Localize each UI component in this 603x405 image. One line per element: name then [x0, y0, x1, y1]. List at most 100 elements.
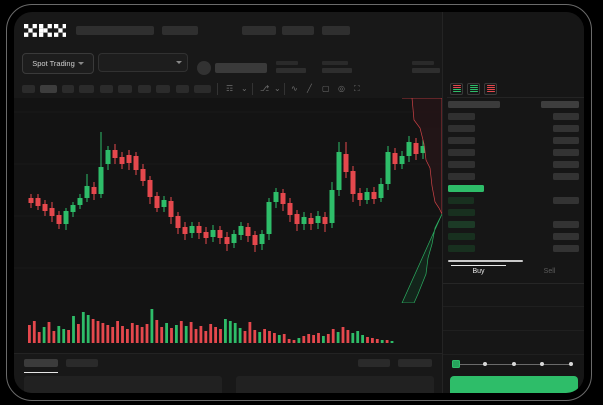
compare-dropdown-icon[interactable]: ⌄ [274, 84, 281, 93]
volume-bar [356, 331, 360, 343]
camera-icon[interactable]: ▢ [322, 84, 330, 93]
submit-order-button[interactable] [450, 376, 578, 393]
volume-bar [385, 340, 389, 343]
toolbar-divider [284, 83, 285, 95]
candlestick [119, 152, 125, 169]
volume-bar [331, 329, 335, 343]
indicators-icon[interactable]: ☶ [226, 84, 234, 93]
candlestick [161, 196, 167, 212]
slider-stop[interactable] [569, 361, 573, 366]
orderbook-price-cell [448, 125, 475, 132]
candlestick [210, 225, 216, 242]
volume-bar [228, 321, 232, 343]
orderbook-size-cell [553, 197, 579, 204]
nav-item[interactable] [242, 26, 276, 35]
timeframe-button[interactable] [156, 85, 170, 93]
orderbook-row[interactable] [443, 101, 584, 109]
orderbook-row[interactable] [443, 209, 584, 217]
orders-tab[interactable] [66, 359, 98, 367]
volume-bar [209, 324, 213, 343]
candlestick [266, 198, 272, 240]
candlestick [231, 230, 237, 248]
line-style-icon[interactable]: ∿ [291, 84, 298, 93]
timeframe-button[interactable] [118, 85, 132, 93]
candlestick [175, 212, 181, 234]
orderbook-price-cell [448, 149, 475, 156]
orderbook-scrollbar[interactable] [448, 260, 523, 262]
candlestick [35, 194, 41, 210]
timeframe-button[interactable] [22, 85, 35, 93]
slider-stop[interactable] [482, 361, 487, 366]
orders-action[interactable] [358, 359, 390, 367]
indicator-dropdown-icon[interactable]: ⌄ [241, 84, 248, 93]
orderbook-row[interactable] [443, 137, 584, 145]
nav-item[interactable] [162, 26, 198, 35]
orderbook-row[interactable] [443, 245, 584, 253]
market-stat-label [412, 61, 434, 65]
orderbook-row[interactable] [443, 233, 584, 241]
nav-item[interactable] [322, 26, 350, 35]
candlestick [224, 232, 230, 251]
timeframe-button[interactable] [100, 85, 113, 93]
volume-bar [302, 336, 306, 343]
orders-tab[interactable] [24, 359, 58, 367]
orderbook-row[interactable] [443, 197, 584, 205]
orderbook-bids-icon[interactable] [467, 82, 480, 95]
trade-tab-sell[interactable]: Sell [543, 268, 556, 275]
volume-bar [336, 332, 340, 343]
nav-item[interactable] [76, 26, 154, 35]
orderbook-size-cell [553, 149, 579, 156]
timeframe-button[interactable] [138, 85, 151, 93]
settings-icon[interactable]: ◎ [338, 84, 345, 93]
volume-bar [351, 333, 355, 343]
market-type-dropdown[interactable]: Spot Trading [22, 53, 94, 74]
timeframe-button[interactable] [176, 85, 189, 93]
orderbook-row[interactable] [443, 161, 584, 169]
okx-logo[interactable] [24, 24, 66, 37]
volume-bar [86, 315, 90, 343]
orderbook-row[interactable] [443, 113, 584, 121]
chevron-down-icon [176, 61, 182, 64]
timeframe-button[interactable] [40, 85, 57, 93]
orderbook-row[interactable] [443, 173, 584, 181]
fullscreen-icon[interactable]: ⛶ [354, 84, 360, 93]
depth-ask-area [402, 98, 442, 215]
orderbook-row[interactable] [443, 185, 584, 193]
candlestick [154, 192, 160, 212]
price-field[interactable] [443, 284, 584, 307]
compare-icon[interactable]: ⎇ [260, 84, 270, 93]
trade-tab-buy[interactable]: Buy [472, 268, 485, 275]
market-stat-value [412, 68, 440, 73]
timeframe-button[interactable] [79, 85, 94, 93]
nav-item[interactable] [282, 26, 314, 35]
orders-action[interactable] [398, 359, 432, 367]
orderbook-price-cell [448, 209, 475, 216]
amount-field[interactable] [443, 308, 584, 331]
candlestick [329, 182, 335, 228]
total-field[interactable] [443, 332, 584, 355]
order-book[interactable] [443, 99, 584, 257]
candlestick [217, 226, 223, 244]
slider-handle[interactable] [452, 360, 460, 368]
volume-bar [238, 328, 242, 343]
orderbook-row[interactable] [443, 125, 584, 133]
slider-stop[interactable] [540, 361, 545, 366]
candlestick [245, 223, 251, 242]
orderbook-asks-icon[interactable] [484, 82, 497, 95]
amount-percent-slider[interactable] [452, 360, 573, 369]
trading-pair-select[interactable] [98, 53, 188, 72]
slider-stop[interactable] [511, 361, 516, 366]
orderbook-row[interactable] [443, 149, 584, 157]
price-chart[interactable] [14, 98, 442, 303]
orderbook-size-cell [553, 173, 579, 180]
orderbook-price-cell [448, 101, 500, 108]
timeframe-button[interactable] [194, 85, 211, 93]
orderbook-row[interactable] [443, 221, 584, 229]
orderbook-mixed-icon[interactable] [450, 82, 463, 95]
timeframe-button[interactable] [62, 85, 74, 93]
candlestick [420, 140, 426, 159]
candlestick [273, 188, 279, 208]
ruler-icon[interactable]: ╱ [307, 84, 312, 93]
candlestick [105, 146, 111, 170]
